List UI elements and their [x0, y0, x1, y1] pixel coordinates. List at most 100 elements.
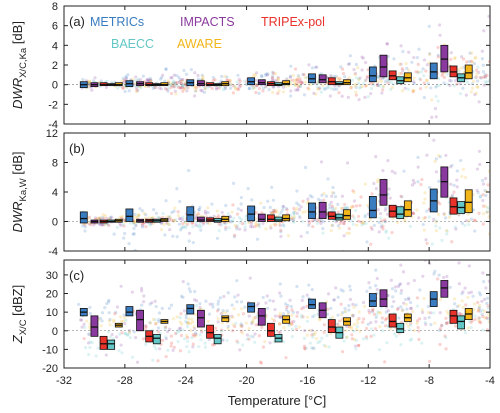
scatter-point [339, 302, 343, 306]
scatter-point [381, 329, 385, 333]
scatter-point [471, 294, 475, 298]
scatter-point [436, 55, 440, 59]
box-impacts [379, 289, 388, 307]
scatter-point [350, 327, 354, 331]
scatter-point [389, 278, 393, 282]
scatter-point [181, 225, 186, 229]
scatter-point [354, 93, 358, 97]
scatter-point [282, 340, 286, 344]
scatter-point [96, 217, 100, 221]
scatter-point [410, 183, 415, 187]
scatter-point [118, 332, 122, 336]
scatter-point [278, 291, 282, 295]
scatter-point [401, 308, 405, 312]
scatter-point [305, 304, 309, 308]
box-metrics [125, 306, 134, 317]
x-tick-label: -28 [117, 375, 133, 387]
scatter-point [483, 75, 487, 79]
scatter-point [362, 221, 366, 226]
scatter-point [107, 298, 111, 302]
scatter-point [231, 91, 235, 95]
scatter-point [461, 86, 465, 90]
scatter-point [126, 73, 130, 77]
scatter-point [239, 329, 243, 333]
scatter-point [311, 346, 315, 350]
scatter-point [235, 212, 240, 216]
scatter-point [482, 212, 486, 216]
scatter-point [329, 200, 333, 204]
scatter-point [279, 230, 283, 234]
scatter-point [124, 75, 128, 79]
scatter-point [317, 87, 321, 91]
scatter-point [427, 24, 431, 28]
scatter-point [122, 224, 126, 228]
scatter-point [358, 329, 362, 333]
scatter-point [461, 167, 466, 171]
scatter-point [467, 291, 471, 295]
scatter-point [144, 342, 148, 347]
panel-label: (a) [69, 14, 85, 29]
scatter-point [411, 88, 415, 92]
scatter-point [315, 221, 320, 225]
scatter-point [88, 311, 93, 316]
scatter-point [179, 294, 184, 298]
scatter-point [235, 227, 239, 231]
scatter-point [297, 203, 301, 207]
scatter-point [372, 312, 377, 316]
scatter-point [148, 302, 152, 306]
scatter-point [248, 276, 252, 280]
y-tick-label: 10 [46, 307, 58, 319]
scatter-point [424, 322, 428, 326]
y-axis-title-main: DWR [10, 201, 25, 232]
scatter-point [244, 321, 248, 325]
scatter-point [119, 284, 123, 288]
scatter-point [239, 202, 243, 206]
scatter-point [322, 86, 326, 90]
scatter-point [364, 221, 368, 226]
scatter-point [254, 90, 258, 95]
scatter-point [481, 222, 485, 226]
scatter-point [407, 296, 411, 300]
scatter-point [212, 214, 216, 218]
scatter-point [169, 303, 174, 307]
scatter-point [476, 309, 480, 313]
scatter-point [182, 86, 186, 91]
scatter-point [292, 319, 296, 324]
scatter-point [265, 73, 270, 77]
scatter-point [103, 222, 107, 227]
scatter-point [247, 86, 252, 91]
scatter-point [389, 327, 393, 331]
scatter-point [282, 224, 286, 228]
scatter-point [384, 206, 388, 210]
scatter-point [354, 303, 358, 307]
scatter-point [433, 269, 437, 273]
scatter-point [169, 91, 174, 96]
scatter-point [153, 318, 157, 322]
y-axis-title-sub: X/C,Ka [18, 47, 29, 78]
scatter-point [238, 79, 242, 83]
scatter-point [351, 314, 355, 318]
scatter-point [427, 315, 431, 320]
scatter-point [444, 316, 448, 320]
box-aware [282, 214, 291, 222]
scatter-point [245, 333, 249, 337]
scatter-point [303, 210, 307, 214]
scatter-point [123, 331, 127, 336]
scatter-point [149, 78, 153, 83]
scatter-point [323, 87, 327, 91]
scatter-point [89, 222, 93, 227]
scatter-point [211, 75, 215, 80]
scatter-point [109, 216, 113, 220]
scatter-point [343, 310, 348, 314]
box-baecc [335, 213, 344, 221]
scatter-point [192, 325, 196, 329]
scatter-point [183, 221, 187, 225]
scatter-point [400, 308, 404, 313]
scatter-point [298, 77, 302, 81]
scatter-point [330, 315, 335, 319]
scatter-point [357, 316, 361, 321]
scatter-point [143, 324, 147, 328]
scatter-point [358, 85, 363, 89]
scatter-point [336, 313, 340, 317]
scatter-point [142, 294, 146, 298]
